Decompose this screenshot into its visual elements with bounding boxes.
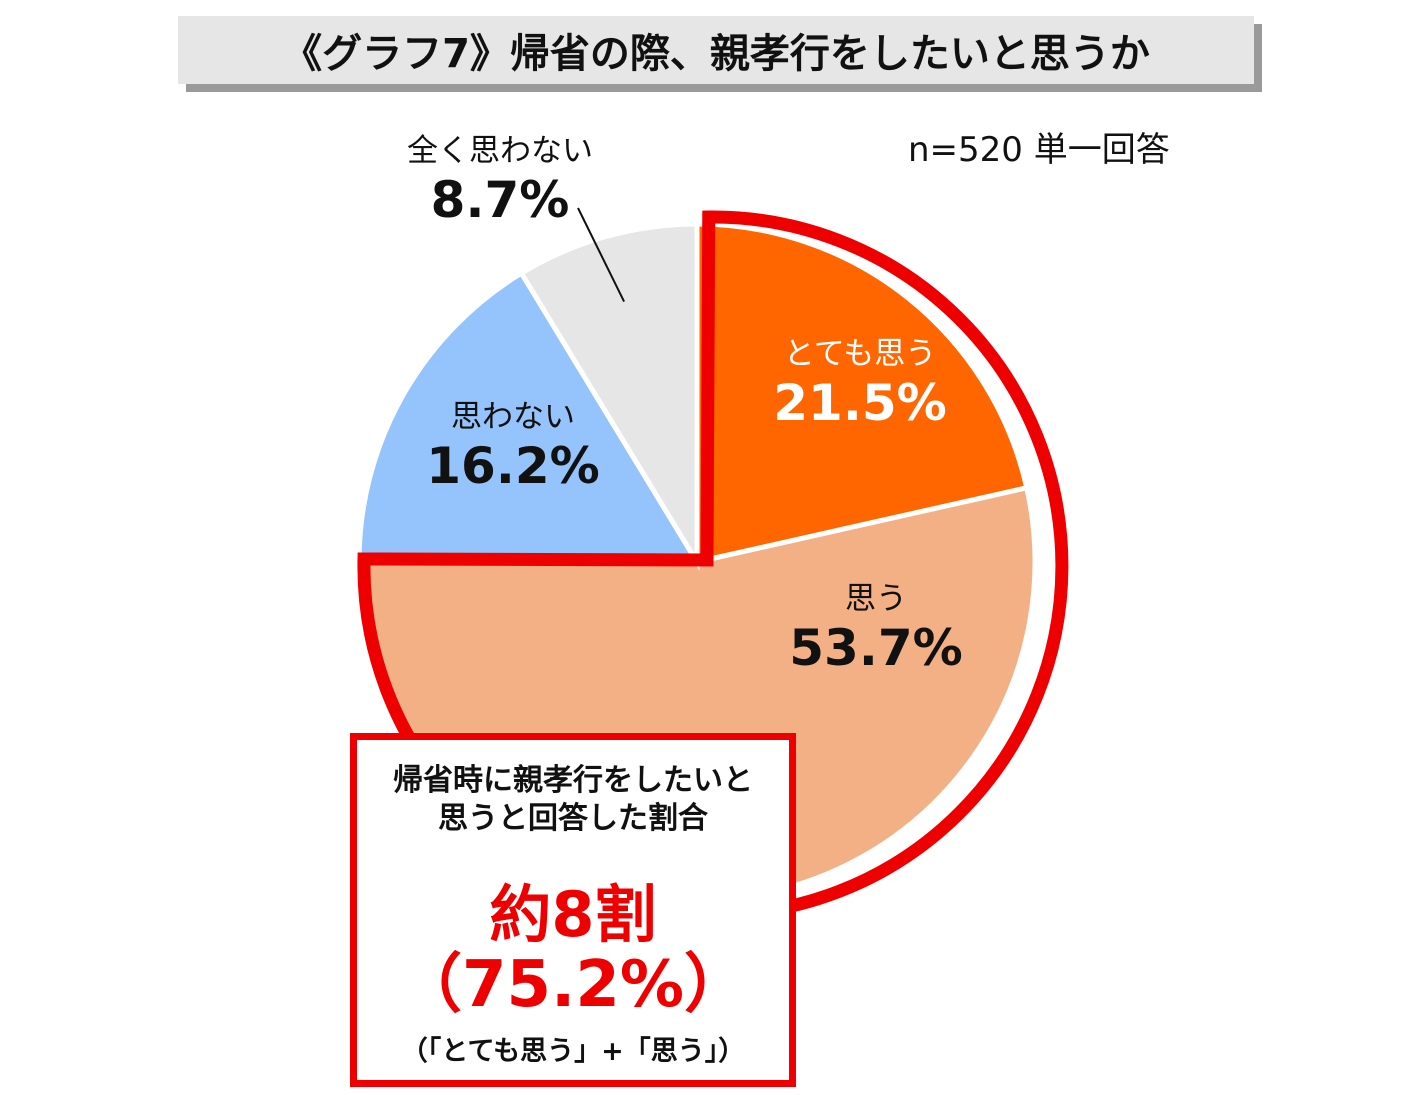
slice-name: 思う xyxy=(845,581,907,617)
chart-title: 《グラフ7》帰省の際、親孝行をしたいと思うか xyxy=(282,31,1150,77)
callout-line2: 思うと回答した割合 xyxy=(438,800,708,836)
slice-label-totemo-omou: とても思う 21.5% xyxy=(773,336,947,433)
callout-percentage: （75.2%） xyxy=(397,948,749,1023)
callout-description: 帰省時に親孝行をしたいと 思うと回答した割合 xyxy=(357,762,789,837)
sample-size-note: n=520 単一回答 xyxy=(908,130,1170,170)
leader-line xyxy=(577,207,625,303)
slice-value: 53.7% xyxy=(789,618,963,677)
chart-title-box: 《グラフ7》帰省の際、親孝行をしたいと思うか xyxy=(178,16,1254,84)
slice-name: 思わない xyxy=(451,399,575,435)
callout-line1: 帰省時に親孝行をしたいと xyxy=(393,763,753,798)
callout-big-figure: 約8割 xyxy=(489,878,657,951)
callout-note: （「とても思う」+「思う」） xyxy=(400,1035,746,1067)
pie-slice xyxy=(518,221,700,571)
slice-value: 8.7% xyxy=(430,170,570,229)
summary-callout: 帰省時に親孝行をしたいと 思うと回答した割合 約8割 （75.2%） （「とても… xyxy=(350,733,796,1087)
slice-value: 21.5% xyxy=(773,373,947,432)
pie-slice xyxy=(356,269,702,565)
slice-label-mattaku-omowanai: 全く思わない 8.7% xyxy=(407,133,593,230)
slice-label-omou: 思う 53.7% xyxy=(789,581,963,678)
pie-slice xyxy=(694,221,1030,566)
slice-label-omowanai: 思わない 16.2% xyxy=(426,399,600,496)
slice-name: とても思う xyxy=(783,336,937,372)
slice-value: 16.2% xyxy=(426,436,600,495)
slice-name: 全く思わない xyxy=(407,133,593,169)
